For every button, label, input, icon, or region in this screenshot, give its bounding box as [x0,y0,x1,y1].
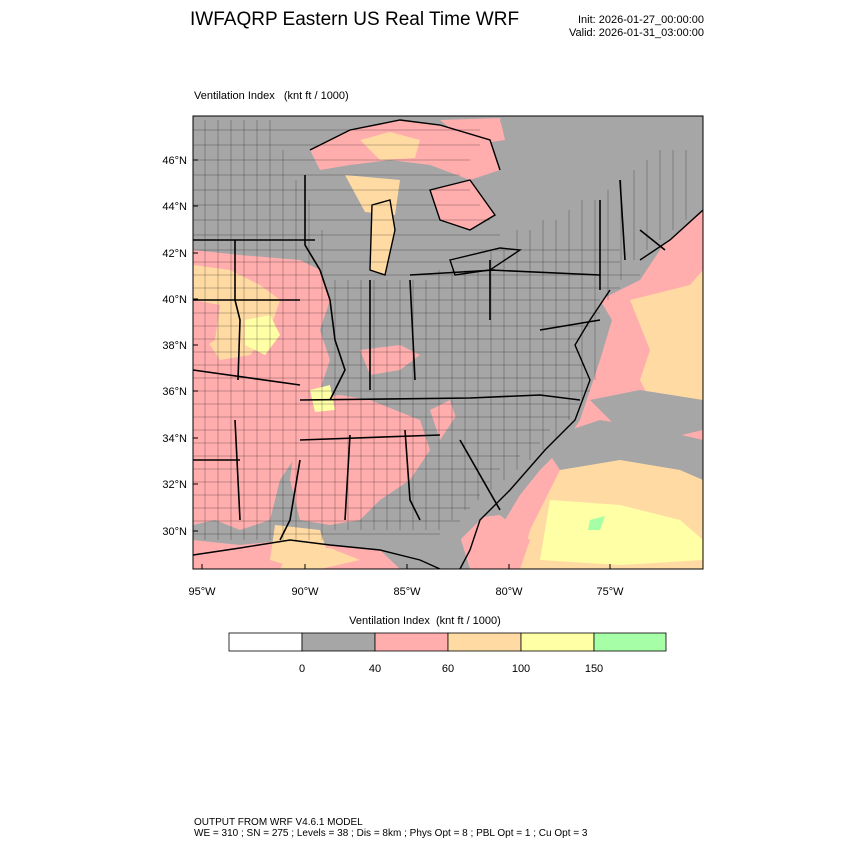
state-borders [193,175,666,541]
mississippi-pink [290,395,430,525]
lon-label-90: 90°W [291,586,319,598]
kentucky-pink [360,345,420,375]
colorbar-bin-100-150 [520,632,595,652]
lon-ticks [201,564,611,569]
tennessee-yellow [310,385,335,412]
colorbar-title: Ventilation Index (knt ft / 1000) [349,615,501,627]
colorbar-label-0: 0 [298,663,306,675]
footer-config-line: WE = 310 ; SN = 275 ; Levels = 38 ; Dis … [194,828,588,839]
map-title: Ventilation Index (knt ft / 1000) [194,90,349,102]
lon-label-85: 85°W [393,586,421,598]
county-lines [193,120,687,540]
colorbar-bin-above-150 [593,632,667,652]
colorbar-label-150: 150 [584,663,604,675]
ocean-orange-north [630,270,703,420]
ocean-green-spot [588,516,605,530]
lon-label-80: 80°W [495,586,523,598]
footer-model-line: OUTPUT FROM WRF V4.6.1 MODEL [194,817,363,828]
gulf-stream-pink [455,515,530,569]
colorbar-label-100: 100 [511,663,531,675]
lat-label-38: 38°N [162,340,187,352]
ocean-yellow [540,500,703,565]
lat-label-34: 34°N [162,433,187,445]
map-frame [192,115,704,570]
lat-label-46: 46°N [162,155,187,167]
colorbar-label-60: 60 [441,663,455,675]
lake-superior-orange [360,132,420,160]
coastlines [193,119,703,569]
west-yellow-spot [245,315,280,355]
colorbar [228,632,667,652]
northeast-land [460,140,703,380]
lat-label-40: 40°N [162,294,187,306]
lat-label-44: 44°N [162,201,187,213]
lon-label-95: 95°W [188,586,216,598]
colorbar-bin-0-40 [301,632,376,652]
colorbar-bin-40-60 [374,632,449,652]
canada-land [500,118,703,190]
init-time: Init: 2026-01-27_00:00:00 [578,14,704,26]
ocean-gray-patch [540,420,703,500]
louisiana-orange [270,525,330,569]
map-area [193,116,703,569]
colorbar-bin-below-0 [228,632,303,652]
colorbar-label-40: 40 [368,663,382,675]
lat-ticks [193,159,198,532]
lat-label-42: 42°N [162,248,187,260]
ontario-pink [440,118,505,145]
colorbar-bin-60-100 [447,632,522,652]
lat-label-30: 30°N [162,526,187,538]
southeast-land [430,345,590,540]
main-title: IWFAQRP Eastern US Real Time WRF [190,9,520,30]
lat-label-36: 36°N [162,386,187,398]
valid-time: Valid: 2026-01-31_03:00:00 [569,27,704,39]
west-edge-pink [193,300,220,350]
lon-label-75: 75°W [596,586,624,598]
lat-label-32: 32°N [162,479,187,491]
